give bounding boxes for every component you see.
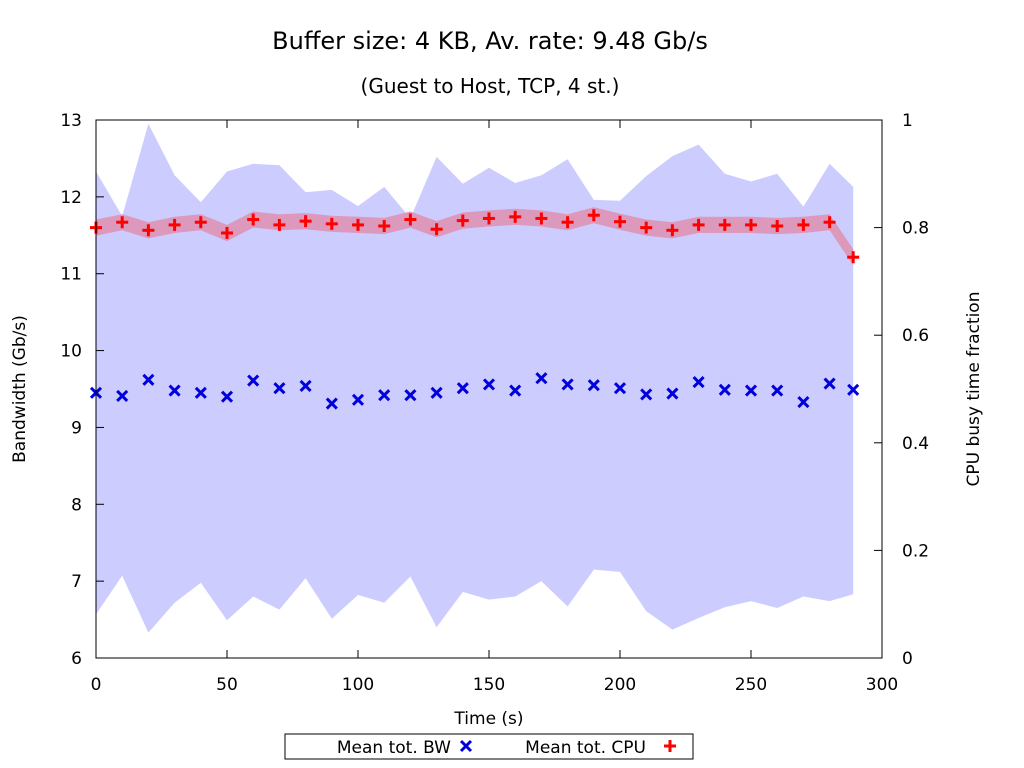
cpu-point — [640, 221, 653, 234]
y-axis-label: Bandwidth (Gb/s) — [10, 315, 30, 463]
cpu-point — [404, 213, 417, 226]
y-tick-label: 9 — [71, 418, 82, 438]
bw-point — [535, 372, 548, 385]
cpu-point — [587, 209, 600, 222]
bw-point — [718, 383, 731, 396]
cpu-point — [325, 217, 338, 230]
y2-axis-label: CPU busy time fraction — [964, 292, 984, 487]
legend-label-cpu: Mean tot. CPU — [525, 738, 646, 758]
cpu-range-band — [96, 207, 854, 266]
cpu-point — [797, 218, 810, 231]
bw-point — [168, 384, 181, 397]
bw-point — [247, 374, 260, 387]
legend-marker-bw — [459, 739, 473, 753]
bw-point — [482, 378, 496, 391]
bw-point — [797, 396, 810, 409]
bw-point — [351, 393, 365, 406]
bw-point — [194, 386, 207, 399]
y-tick-label: 7 — [71, 572, 82, 592]
y2-tick-label: 1 — [902, 111, 913, 131]
bw-point — [220, 390, 234, 403]
bw-point — [509, 384, 522, 397]
bw-point — [823, 377, 836, 390]
bw-point — [771, 384, 784, 397]
y-tick-label: 13 — [60, 111, 82, 131]
bw-range-band — [96, 123, 854, 633]
cpu-point — [509, 210, 522, 223]
cpu-point — [168, 218, 181, 231]
bw-point — [587, 379, 600, 392]
bw-point — [116, 389, 129, 402]
cpu-point — [142, 224, 155, 237]
cpu-point — [352, 218, 364, 231]
bw-point — [378, 389, 391, 402]
x-tick-label: 300 — [866, 675, 898, 695]
legend-box — [284, 733, 694, 760]
x-axis-label: Time (s) — [453, 709, 523, 729]
cpu-point — [273, 218, 286, 231]
bw-point — [456, 382, 469, 395]
bw-point — [613, 382, 627, 395]
cpu-point — [221, 226, 233, 239]
y2-tick-label: 0.6 — [902, 326, 929, 346]
y-tick-label: 10 — [60, 342, 82, 362]
bw-point — [744, 384, 758, 397]
chart-subtitle: (Guest to Host, TCP, 4 st.) — [361, 74, 620, 98]
y2-axis: 0 0.2 0.4 0.6 0.8 1 — [874, 111, 929, 669]
y-tick-label: 6 — [71, 649, 82, 669]
y-axis: 6 7 8 9 10 11 12 13 — [60, 111, 104, 669]
y2-tick-label: 0.4 — [902, 434, 929, 454]
legend-plus-marker — [664, 740, 676, 752]
cpu-point — [614, 215, 626, 228]
y2-tick-label: 0.8 — [902, 219, 929, 239]
cpu-point — [247, 213, 260, 226]
cpu-point — [823, 216, 836, 229]
bw-point — [273, 382, 286, 395]
cpu-point — [666, 224, 679, 237]
cpu-point — [430, 223, 443, 236]
bw-point — [404, 389, 417, 402]
cpu-point — [194, 216, 207, 229]
x-tick-label: 200 — [604, 675, 636, 695]
plot-area — [89, 123, 860, 633]
x-tick-label: 100 — [342, 675, 374, 695]
y-tick-label: 11 — [60, 265, 82, 285]
cpu-point — [483, 212, 495, 225]
bw-point — [692, 376, 705, 389]
legend-x-marker — [459, 739, 473, 753]
cpu-point — [561, 216, 574, 229]
cpu-point — [771, 219, 784, 232]
bw-point — [430, 386, 443, 399]
y-tick-label: 12 — [60, 188, 82, 208]
bw-point — [847, 383, 860, 396]
cpu-point — [299, 215, 312, 228]
cpu-point — [718, 218, 731, 231]
x-tick-label: 150 — [473, 675, 505, 695]
y2-tick-label: 0 — [902, 649, 913, 669]
x-tick-label: 250 — [735, 675, 767, 695]
legend-marker-cpu — [664, 740, 676, 752]
x-axis: 0 50 100 150 200 250 300 — [91, 120, 898, 695]
legend: Mean tot. BW Mean tot. CPU — [284, 733, 694, 760]
bw-point — [666, 387, 679, 400]
y2-tick-label: 0.2 — [902, 541, 929, 561]
cpu-point — [847, 251, 860, 264]
cpu-point — [745, 218, 757, 231]
cpu-point — [535, 212, 548, 225]
y-tick-label: 8 — [71, 495, 82, 515]
bw-point — [299, 379, 312, 392]
bw-point — [325, 397, 338, 410]
bw-point — [561, 378, 574, 391]
bw-point — [142, 373, 155, 386]
cpu-point — [456, 214, 469, 227]
bw-point — [640, 388, 653, 401]
x-tick-label: 50 — [216, 675, 238, 695]
legend-label-bw: Mean tot. BW — [337, 738, 451, 758]
cpu-point — [116, 216, 129, 229]
cpu-point — [692, 218, 705, 231]
cpu-point — [378, 219, 391, 232]
x-tick-label: 0 — [91, 675, 102, 695]
chart-title: Buffer size: 4 KB, Av. rate: 9.48 Gb/s — [272, 27, 708, 55]
